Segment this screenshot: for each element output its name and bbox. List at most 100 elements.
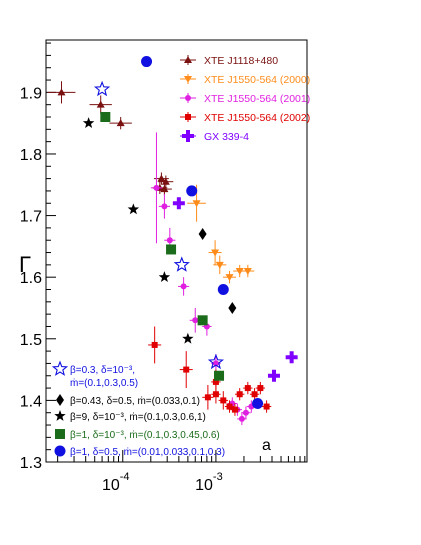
series-model-circle [141, 56, 264, 409]
plot-frame [45, 39, 308, 463]
y-axis-label: Γ [19, 252, 31, 277]
model-legend-label: β=1, δ=0.5, ṁ=(0.01,0.033,0.1,0.3) [70, 447, 225, 458]
data-point [183, 366, 190, 373]
series-xte-j1550-564-2000- [187, 184, 255, 284]
data-point [220, 397, 227, 404]
data-point [207, 353, 225, 370]
data-point [192, 317, 199, 324]
legend-label: GX 339-4 [204, 131, 249, 143]
data-point [198, 228, 207, 241]
y-tick-label: 1.9 [20, 85, 42, 102]
data-point [251, 391, 258, 398]
series-model-open-star [93, 80, 225, 370]
data-point [267, 369, 280, 382]
data-point [242, 409, 249, 416]
model-legend-label: ṁ=(0.1,0.3,0.5) [70, 378, 138, 389]
series-xte-j1118-480 [47, 81, 174, 196]
data-point [214, 370, 225, 381]
data-point [228, 301, 237, 314]
legend-label: XTE J1118+480 [204, 55, 278, 67]
data-point [235, 268, 244, 276]
y-tick-label: 1.7 [20, 209, 42, 226]
legend-marker [184, 76, 192, 83]
model-legend-label: β=0.43, δ=0.5, ṁ=(0.033,0.1) [70, 396, 200, 407]
x-tick-exponent: -3 [213, 471, 223, 483]
data-point [166, 244, 177, 255]
series-xte-j1550-564-2002- [148, 326, 272, 416]
data-point [160, 185, 169, 193]
legend-label: XTE J1550-564 (2000) [204, 74, 310, 86]
data-point [96, 100, 105, 108]
data-point [204, 394, 211, 401]
data-point [93, 80, 111, 97]
data-point [236, 391, 243, 398]
data-point [238, 415, 245, 422]
data-point [215, 261, 224, 269]
series-gx-339-4 [172, 197, 298, 382]
data-point [158, 271, 171, 283]
data-point [197, 315, 208, 326]
data-point [243, 268, 252, 276]
axes: 1.31.41.51.61.71.81.910 -4 10 -3 [20, 39, 308, 494]
data-point [57, 88, 66, 96]
data-point [217, 284, 229, 296]
data-point [100, 112, 111, 123]
data-point [157, 174, 166, 182]
data-point [231, 406, 238, 413]
data-point [173, 256, 190, 272]
model-legend-label: β=0.3, δ=10⁻³, [70, 365, 135, 376]
model-legend-marker [54, 445, 66, 457]
legend-label: XTE J1550-564 (2002) [204, 112, 310, 124]
data-point [257, 385, 264, 392]
legend-label: XTE J1550-564 (2001) [204, 93, 310, 105]
data-point [151, 341, 158, 348]
legend-marker [185, 114, 191, 120]
x-tick-base: 10 [102, 477, 120, 494]
y-tick-label: 1.4 [20, 393, 42, 410]
x-tick-base: 10 [195, 477, 213, 494]
data-point [127, 203, 140, 215]
data-point [263, 403, 270, 410]
series-model-diamond [198, 228, 237, 314]
data-point [192, 200, 201, 208]
data-point [244, 385, 251, 392]
data-point [166, 237, 173, 244]
data-point [212, 360, 219, 367]
model-legend-label: β=1, δ=10⁻³, ṁ=(0.1,0.3,0.45,0.6) [70, 430, 220, 441]
series-model-square [100, 112, 225, 381]
data-point [153, 184, 160, 191]
data-point [172, 197, 185, 210]
x-tick-exponent: -4 [120, 471, 130, 483]
data-point [226, 403, 233, 410]
data-point [161, 203, 168, 210]
model-legend-marker [55, 429, 65, 439]
y-tick-label: 1.3 [20, 455, 42, 472]
data-point [182, 332, 194, 344]
data-point [211, 249, 220, 257]
legend-marker [185, 95, 191, 101]
legend-marker [182, 130, 194, 142]
data-point [252, 397, 264, 409]
data-point [116, 119, 125, 127]
data-point [141, 56, 153, 68]
legend-marker [184, 56, 192, 63]
data-point [212, 378, 219, 385]
data-legend: XTE J1118+480 XTE J1550-564 (2000) XTE J15… [180, 55, 310, 143]
y-tick-label: 1.5 [20, 332, 42, 349]
y-tick-label: 1.8 [20, 147, 42, 164]
model-legend: β=0.3, δ=10⁻³, ṁ=(0.1,0.3,0.5) β=0.43, δ=0… [51, 360, 225, 458]
y-tick-label: 1.6 [20, 270, 42, 287]
series-model-star [82, 117, 194, 344]
data-point [82, 117, 95, 129]
data-point [161, 177, 170, 185]
model-legend-marker [56, 394, 64, 406]
model-legend-marker [51, 360, 69, 376]
data-point [186, 185, 198, 197]
data-point [180, 283, 187, 290]
panel-label: a [262, 437, 271, 454]
model-legend-marker [54, 410, 66, 421]
model-legend-label: β=9, δ=10⁻³, ṁ=(0.1,0.3,0.6,1) [70, 412, 206, 423]
data-series [47, 56, 298, 426]
data-point [225, 274, 234, 282]
